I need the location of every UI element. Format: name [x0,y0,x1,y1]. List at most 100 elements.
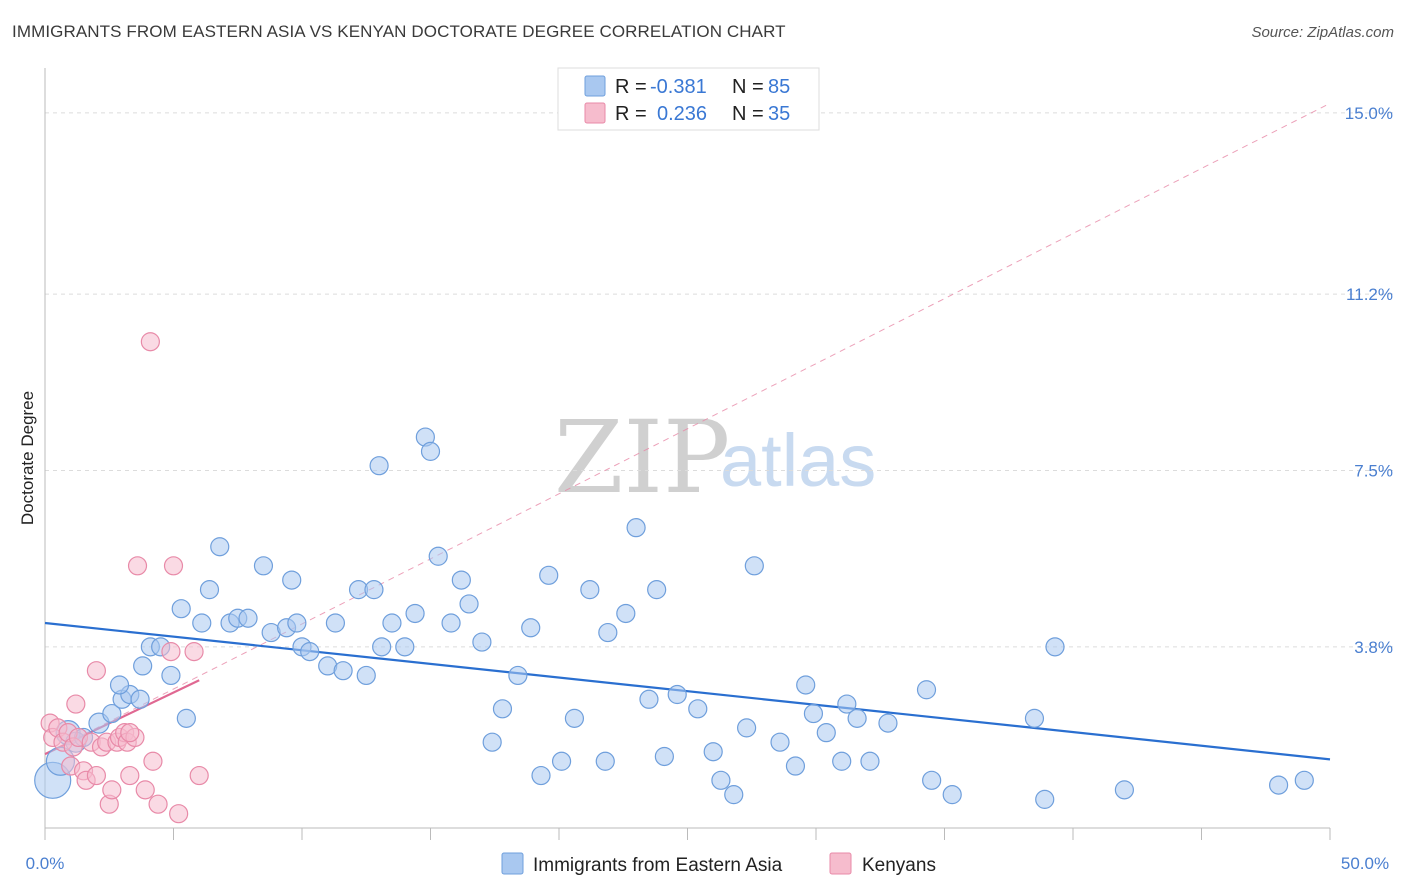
data-point-eastern-asia [922,770,942,790]
data-point-eastern-asia [405,603,425,624]
bottom-legend-blue-label: Immigrants from Eastern Asia [533,855,783,876]
data-point-eastern-asia [492,699,513,719]
data-point-eastern-asia [364,580,384,600]
data-point-eastern-asia [737,718,757,738]
series-legend: Immigrants from Eastern Asia Kenyans [501,852,936,876]
data-point-eastern-asia [1268,775,1289,795]
data-point-eastern-asia [482,732,502,752]
data-point-eastern-asia [616,603,636,624]
tick-labels: 3.8% 7.5% 11.2% 15.0% 0.0% 50.0% [26,104,1393,873]
data-point-eastern-asia [210,537,230,557]
data-point-eastern-asia [300,642,320,662]
data-point-eastern-asia [382,613,402,633]
watermark-zip: ZIP [554,399,730,516]
legend-pink-r-label: R = [615,103,647,125]
data-point-eastern-asia [102,703,122,724]
data-point-eastern-asia [161,665,181,686]
data-point-eastern-asia [109,675,130,695]
data-point-eastern-asia [199,580,220,600]
data-point-kenyans [148,794,168,814]
data-point-eastern-asia [832,751,852,771]
data-point-eastern-asia [539,565,559,585]
data-point-eastern-asia [711,770,731,790]
data-point-kenyans [169,804,189,824]
data-point-kenyans [140,332,160,352]
data-point-eastern-asia [785,756,806,776]
data-point-eastern-asia [688,699,708,719]
data-point-eastern-asia [451,570,471,590]
data-point-eastern-asia [860,751,880,771]
data-point-eastern-asia [1114,780,1135,800]
data-point-eastern-asia [551,751,572,771]
data-point-eastern-asia [847,708,867,728]
data-point-eastern-asia [803,703,824,724]
legend-pink-n-value: 35 [768,103,790,125]
data-point-eastern-asia [395,637,415,657]
data-point-kenyans [102,780,122,800]
legend-swatch-blue [584,75,606,97]
data-point-kenyans [135,780,155,800]
series-kenyans [40,332,209,824]
trend-line-kenyans-extended [44,102,1331,755]
axes [44,68,1331,840]
data-point-eastern-asia [770,732,790,752]
y-tick-label: 11.2% [1346,285,1393,304]
legend-blue-r-value: -0.381 [650,76,707,98]
bottom-legend-pink-label: Kenyans [862,855,936,876]
bottom-legend-swatch-blue [501,852,524,875]
data-point-eastern-asia [253,556,274,576]
data-point-eastern-asia [744,556,764,576]
data-point-eastern-asia [508,665,528,686]
data-point-eastern-asia [595,751,615,771]
data-point-eastern-asia [626,518,646,538]
data-point-eastern-asia [816,723,836,743]
data-point-eastern-asia [1045,637,1065,657]
data-point-eastern-asia [282,570,302,590]
data-point-kenyans [66,694,86,714]
data-point-eastern-asia [598,622,618,643]
trend-line-eastern-asia [44,621,1331,761]
data-point-eastern-asia [472,632,492,652]
data-point-eastern-asia [325,613,346,633]
legend-blue-n-value: 85 [768,76,790,98]
x-tick-label: 50.0% [1341,854,1389,873]
data-point-eastern-asia [1035,789,1055,809]
data-point-eastern-asia [564,708,585,728]
data-point-eastern-asia [171,599,191,619]
data-point-eastern-asia [703,742,723,762]
watermark-atlas: atlas [720,419,876,502]
data-point-eastern-asia [333,661,353,681]
data-point-kenyans [86,765,107,786]
data-point-eastern-asia [130,689,150,709]
data-point-eastern-asia [796,675,816,695]
data-point-kenyans [189,765,209,786]
y-tick-label: 7.5% [1354,461,1393,480]
data-point-eastern-asia [942,785,962,805]
legend-blue-r-label: R = [615,76,647,98]
data-point-eastern-asia [176,708,196,728]
data-point-eastern-asia [667,684,687,705]
legend-pink-r-value: 0.236 [657,103,707,125]
data-point-kenyans [127,556,148,576]
data-point-eastern-asia [878,713,898,733]
legend-blue-n-label: N = [732,76,764,98]
source-credit: Source: ZipAtlas.com [1251,24,1394,41]
data-point-kenyans [143,751,163,771]
data-point-eastern-asia [192,613,212,633]
data-point-kenyans [120,765,140,786]
data-point-kenyans [184,642,204,662]
data-point-eastern-asia [441,613,461,633]
correlation-legend: R = -0.381 N = 85 R = 0.236 N = 35 [557,67,820,131]
data-point-eastern-asia [356,665,376,686]
data-point-kenyans [163,556,184,576]
bottom-legend-swatch-pink [829,852,852,875]
data-point-eastern-asia [1294,770,1314,790]
data-point-eastern-asia [916,680,937,700]
data-point-eastern-asia [428,546,448,566]
data-point-eastern-asia [647,580,667,600]
y-axis-label: Doctorate Degree [18,391,37,525]
data-point-eastern-asia [372,637,392,657]
data-point-eastern-asia [369,456,389,476]
legend-swatch-pink [584,102,606,124]
